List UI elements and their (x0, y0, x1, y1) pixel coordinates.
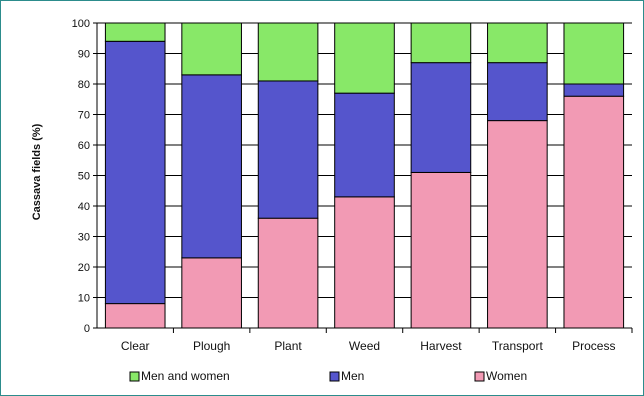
x-tick-label: Clear (121, 339, 150, 353)
y-tick-label: 50 (78, 171, 90, 183)
bar-segment (181, 74, 242, 259)
bar-segment (334, 92, 395, 198)
x-tick-label: Transport (492, 339, 544, 353)
y-tick-label: 80 (78, 79, 90, 91)
y-tick-label: 100 (72, 18, 90, 30)
legend-swatch (474, 371, 485, 382)
bar-segment (334, 22, 395, 94)
y-tick-label: 20 (78, 262, 90, 274)
x-tick-label: Plant (274, 339, 302, 353)
bar-segment (257, 22, 319, 82)
x-tick-label: Harvest (420, 339, 462, 353)
legend-swatch (129, 371, 140, 382)
legend: Men and women Men Women (129, 369, 527, 383)
bar-segment (410, 171, 472, 329)
bar-segment (563, 83, 625, 97)
bar-segment (563, 95, 625, 329)
y-tick-label: 60 (78, 140, 90, 152)
y-tick-label: 0 (84, 323, 90, 335)
bar-segment (487, 62, 548, 122)
bar-segment (104, 303, 166, 329)
bar-segment (410, 22, 472, 64)
axes (93, 22, 633, 333)
bar-segment (334, 196, 395, 329)
y-axis-label: Cassava fields (%) (31, 123, 43, 220)
x-tick-labels: Clear Plough Plant Weed Harvest Transport Proc… (121, 339, 616, 353)
legend-label: Men and women (141, 369, 230, 383)
x-tick-label: Process (572, 339, 615, 353)
bars (104, 22, 625, 329)
bar-segment (181, 257, 242, 329)
bar-segment (104, 40, 166, 305)
legend-label: Women (486, 369, 527, 383)
legend-label: Men (341, 369, 364, 383)
bar-segment (487, 22, 548, 64)
y-tick-label: 70 (78, 110, 90, 122)
bar-segment (410, 62, 472, 173)
x-tick-label: Plough (193, 339, 230, 353)
y-tick-label: 30 (78, 232, 90, 244)
y-tick-labels: 0 10 20 30 40 50 60 70 80 90 100 (72, 18, 90, 335)
bar-segment (104, 22, 166, 42)
bar-segment (181, 22, 242, 76)
x-tick-label: Weed (349, 339, 380, 353)
legend-swatch (329, 371, 340, 382)
bar-segment (487, 120, 548, 329)
bar-segment (257, 80, 319, 219)
bar-segment (563, 22, 625, 85)
y-tick-label: 40 (78, 201, 90, 213)
y-tick-label: 10 (78, 293, 90, 305)
y-tick-label: 90 (78, 49, 90, 61)
bar-segment (257, 217, 319, 329)
